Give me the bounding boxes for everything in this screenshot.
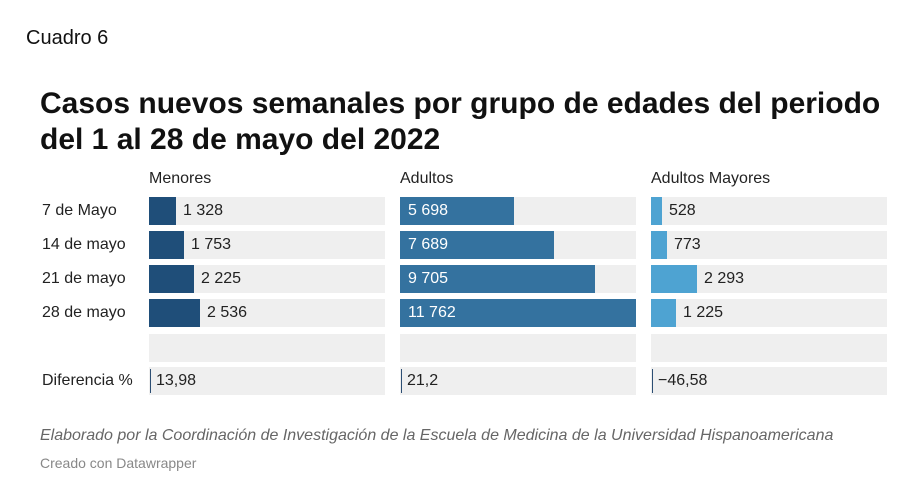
bar-background [149, 231, 385, 259]
difference-row-label: Diferencia % [42, 372, 133, 389]
data-label: 11 762 [408, 304, 456, 321]
bar [400, 197, 514, 225]
bar [400, 299, 636, 327]
bar [149, 197, 176, 225]
column-header: Adultos Mayores [651, 170, 771, 187]
data-label: 2 293 [704, 270, 745, 287]
data-label: 528 [669, 202, 696, 219]
data-label: 773 [674, 236, 701, 253]
empty-row-background [400, 334, 636, 362]
difference-tick [401, 369, 402, 393]
data-label: 1 328 [183, 202, 224, 219]
bar [149, 231, 184, 259]
bar-background [651, 299, 887, 327]
bar [149, 265, 194, 293]
difference-value: −46,58 [658, 372, 708, 389]
difference-background [149, 367, 385, 395]
bar [149, 299, 200, 327]
row-label: 21 de mayo [42, 270, 126, 287]
difference-value: 13,98 [156, 372, 197, 389]
bar [400, 265, 595, 293]
row-label: 7 de Mayo [42, 202, 117, 219]
bar-background [651, 231, 887, 259]
source-note: Elaborado por la Coordinación de Investi… [40, 427, 834, 444]
difference-tick [150, 369, 151, 393]
bar [400, 231, 554, 259]
difference-background [651, 367, 887, 395]
empty-row-background [651, 334, 887, 362]
data-label: 5 698 [408, 202, 449, 219]
column-header: Menores [149, 170, 212, 187]
column-header: Adultos [400, 170, 454, 187]
row-label: 14 de mayo [42, 236, 126, 253]
chart-title: Casos nuevos semanales por grupo de edad… [40, 87, 881, 156]
difference-background [400, 367, 636, 395]
bar [651, 197, 662, 225]
data-label: 7 689 [408, 236, 449, 253]
difference-tick [652, 369, 653, 393]
bar [651, 299, 676, 327]
empty-row-background [149, 334, 385, 362]
data-label: 1 225 [683, 304, 724, 321]
data-label: 9 705 [408, 270, 449, 287]
data-label: 2 225 [201, 270, 242, 287]
bar-background [149, 197, 385, 225]
difference-value: 21,2 [407, 372, 439, 389]
bar [651, 265, 697, 293]
data-label: 1 753 [191, 236, 232, 253]
credit-note: Creado con Datawrapper [40, 455, 197, 471]
bar [651, 231, 667, 259]
chart-number-label: Cuadro 6 [26, 27, 109, 49]
row-label: 28 de mayo [42, 304, 126, 321]
bar-background [651, 197, 887, 225]
data-label: 2 536 [207, 304, 248, 321]
